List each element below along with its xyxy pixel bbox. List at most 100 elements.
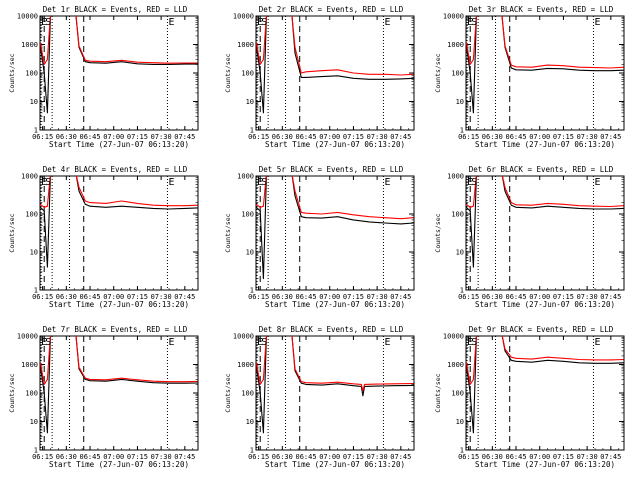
y-tick-label: 1 (460, 127, 464, 135)
x-tick-label: 07:30 (367, 453, 388, 461)
event-marker-label: E (384, 17, 390, 28)
event-marker-label: E (257, 337, 263, 348)
y-tick-label: 100 (241, 70, 254, 78)
panel-title: Det 3r BLACK = Events, RED = LLD (469, 5, 614, 14)
event-marker-label: E (384, 177, 390, 188)
panel-plot-area (40, 336, 198, 450)
event-marker-label: E (384, 337, 390, 348)
panel-title: Det 7r BLACK = Events, RED = LLD (43, 325, 188, 334)
event-marker-label: E (594, 337, 600, 348)
y-axis-label: Counts/sec (8, 213, 16, 252)
panel-plot-area (466, 336, 624, 450)
event-marker-label: E (467, 177, 473, 188)
lld-series-line (256, 336, 414, 392)
y-tick-label: 1 (34, 447, 38, 455)
plot-frame (255, 335, 415, 451)
x-tick-label: 06:30 (272, 293, 293, 301)
panel-title: Det 2r BLACK = Events, RED = LLD (259, 5, 404, 14)
x-tick-label: 06:15 (458, 293, 479, 301)
detector-panel-1: Det 1r BLACK = Events, RED = LLD 1 10 100 10… (8, 5, 199, 149)
x-tick-label: 07:00 (529, 133, 550, 141)
plot-frame (255, 175, 415, 291)
x-tick-label: 06:45 (295, 453, 316, 461)
x-axis-label: Start Time (27-Jun-07 06:13:20) (475, 460, 615, 469)
x-tick-label: 06:30 (482, 453, 503, 461)
x-tick-label: 07:00 (529, 293, 550, 301)
y-tick-label: 100 (241, 390, 254, 398)
x-tick-label: 06:15 (32, 133, 53, 141)
panel-title: Det 1r BLACK = Events, RED = LLD (43, 5, 188, 14)
event-marker-label: S (261, 17, 267, 28)
y-tick-label: 10 (246, 98, 254, 106)
detector-panel-2: Det 2r BLACK = Events, RED = LLD 1 10 100 10… (224, 5, 415, 149)
y-axis-label: Counts/sec (224, 213, 232, 252)
events-series-line (40, 16, 198, 114)
plot-frame (39, 15, 199, 131)
lld-series-line (466, 176, 624, 208)
lld-series-line (256, 176, 414, 220)
x-tick-label: 06:15 (458, 133, 479, 141)
y-tick-label: 10 (30, 98, 38, 106)
y-tick-label: 1000 (237, 361, 254, 369)
plot-frame (465, 335, 625, 451)
y-axis-label: Counts/sec (8, 373, 16, 412)
x-tick-label: 07:30 (577, 293, 598, 301)
y-tick-label: 100 (25, 390, 38, 398)
detector-panel-6: Det 6r BLACK = Events, RED = LLD 1 10 100 10… (434, 165, 625, 309)
panel-title: Det 5r BLACK = Events, RED = LLD (259, 165, 404, 174)
event-marker-label: S (471, 177, 477, 188)
x-axis-label: Start Time (27-Jun-07 06:13:20) (49, 460, 189, 469)
x-tick-label: 07:30 (577, 453, 598, 461)
x-tick-label: 07:45 (600, 133, 621, 141)
x-tick-label: 06:15 (458, 453, 479, 461)
detector-panel-3: Det 3r BLACK = Events, RED = LLD 1 10 100 10… (434, 5, 625, 149)
x-tick-label: 06:30 (482, 293, 503, 301)
y-tick-label: 1 (250, 447, 254, 455)
y-tick-label: 10 (456, 418, 464, 426)
lld-series-line (466, 336, 624, 385)
plot-frame (39, 175, 199, 291)
x-tick-label: 07:30 (577, 133, 598, 141)
events-series-line (256, 336, 414, 434)
x-tick-label: 07:00 (103, 133, 124, 141)
y-tick-label: 100 (25, 211, 38, 219)
event-marker-label: S (45, 337, 51, 348)
x-tick-label: 06:15 (248, 293, 269, 301)
x-tick-label: 07:15 (343, 133, 364, 141)
y-tick-label: 10 (246, 249, 254, 257)
x-tick-label: 06:15 (32, 293, 53, 301)
y-tick-label: 1000 (447, 361, 464, 369)
x-tick-label: 07:30 (151, 293, 172, 301)
y-tick-label: 1000 (21, 361, 38, 369)
y-tick-label: 10000 (233, 333, 254, 341)
x-tick-label: 07:00 (103, 453, 124, 461)
event-marker-label: E (41, 17, 47, 28)
y-axis-label: Counts/sec (224, 53, 232, 92)
event-marker-label: S (471, 17, 477, 28)
x-tick-label: 06:15 (32, 453, 53, 461)
event-marker-label: E (594, 17, 600, 28)
y-tick-label: 100 (25, 70, 38, 78)
y-tick-label: 100 (451, 70, 464, 78)
y-tick-label: 10000 (17, 13, 38, 21)
x-axis-label: Start Time (27-Jun-07 06:13:20) (265, 300, 405, 309)
event-marker-label: E (168, 337, 174, 348)
x-tick-label: 07:45 (390, 293, 411, 301)
x-tick-label: 07:15 (343, 453, 364, 461)
y-axis-label: Counts/sec (434, 213, 442, 252)
event-marker-label: S (261, 337, 267, 348)
x-tick-label: 07:30 (367, 293, 388, 301)
y-tick-label: 10 (456, 98, 464, 106)
x-tick-label: 07:00 (103, 293, 124, 301)
event-marker-label: S (45, 177, 51, 188)
y-tick-label: 1000 (21, 41, 38, 49)
detector-panel-4: Det 4r BLACK = Events, RED = LLD 1 10 100 10… (8, 165, 199, 309)
y-tick-label: 10000 (233, 13, 254, 21)
y-tick-label: 10 (30, 249, 38, 257)
event-marker-label: S (261, 177, 267, 188)
detector-panel-7: Det 7r BLACK = Events, RED = LLD 1 10 100 10… (8, 325, 199, 469)
x-tick-label: 06:45 (295, 293, 316, 301)
panel-title: Det 6r BLACK = Events, RED = LLD (469, 165, 614, 174)
x-tick-label: 07:15 (127, 133, 148, 141)
